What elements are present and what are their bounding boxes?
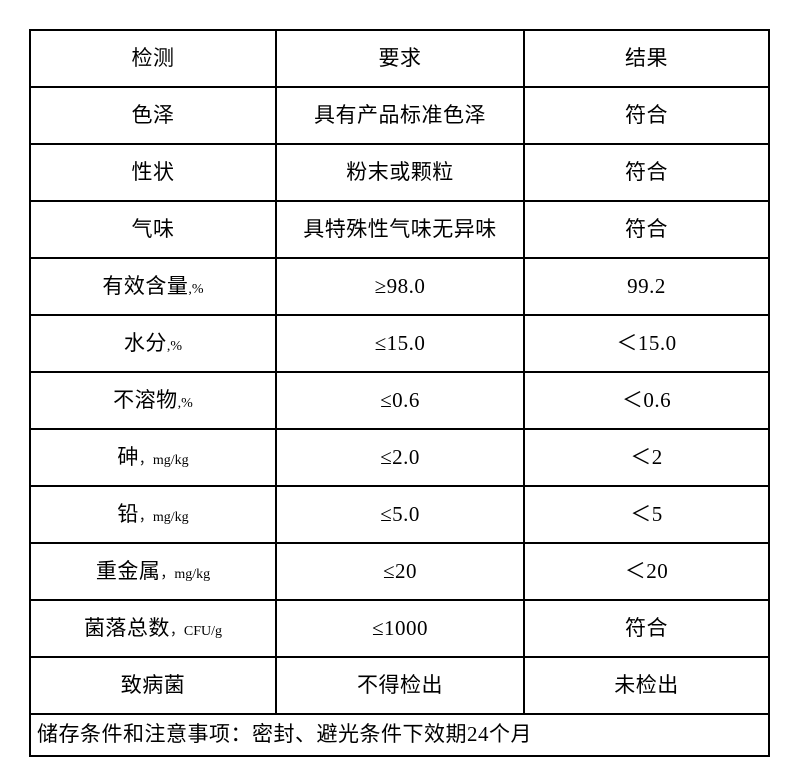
item-label: 致病菌: [120, 672, 186, 697]
cell-requirement: ≤1000: [275, 599, 525, 658]
item-unit: ，mg/kg: [160, 566, 211, 582]
cell-requirement: ≤15.0: [275, 314, 525, 373]
table-row: 不溶物,% ≤0.6 ＜0.6: [29, 371, 770, 430]
item-unit: ,%: [166, 338, 183, 354]
cell-item: 菌落总数，CFU/g: [29, 599, 277, 658]
table-row: 水分,% ≤15.0 ＜15.0: [29, 314, 770, 373]
cell-requirement: 粉末或颗粒: [275, 143, 525, 202]
item-label: 砷: [117, 444, 139, 469]
table-header-row: 检测 要求 结果: [29, 29, 770, 88]
table-row: 铅，mg/kg ≤5.0 ＜5: [29, 485, 770, 544]
item-label: 色泽: [131, 102, 175, 127]
cell-item: 水分,%: [29, 314, 277, 373]
cell-requirement: 不得检出: [275, 656, 525, 715]
cell-result: ＜2: [523, 428, 770, 487]
table-row: 色泽 具有产品标准色泽 符合: [29, 86, 770, 145]
cell-result: ＜5: [523, 485, 770, 544]
item-unit: ，mg/kg: [138, 509, 189, 525]
cell-item: 砷，mg/kg: [29, 428, 277, 487]
table-row: 菌落总数，CFU/g ≤1000 符合: [29, 599, 770, 658]
item-label: 重金属: [95, 558, 161, 583]
item-label: 性状: [131, 159, 175, 184]
item-label: 水分: [123, 330, 167, 355]
table-row: 砷，mg/kg ≤2.0 ＜2: [29, 428, 770, 487]
table-row: 重金属，mg/kg ≤20 ＜20: [29, 542, 770, 601]
spec-table-container: 检测 要求 结果 色泽 具有产品标准色泽 符合 性状 粉末或颗粒 符合 气味 具特殊性气味无异…: [29, 29, 770, 757]
item-label: 菌落总数: [83, 615, 170, 640]
cell-item: 性状: [29, 143, 277, 202]
item-unit: ，CFU/g: [169, 623, 223, 639]
cell-result: 符合: [523, 599, 770, 658]
cell-requirement: ≤2.0: [275, 428, 525, 487]
cell-requirement: 具特殊性气味无异味: [275, 200, 525, 259]
cell-result: 未检出: [523, 656, 770, 715]
item-label: 气味: [131, 216, 175, 241]
table-row: 气味 具特殊性气味无异味 符合: [29, 200, 770, 259]
cell-item: 铅，mg/kg: [29, 485, 277, 544]
cell-result: ＜0.6: [523, 371, 770, 430]
column-header-requirement: 要求: [275, 29, 525, 88]
cell-result: ＜20: [523, 542, 770, 601]
table-row: 有效含量,% ≥98.0 99.2: [29, 257, 770, 316]
cell-requirement: ≥98.0: [275, 257, 525, 316]
table-row: 性状 粉末或颗粒 符合: [29, 143, 770, 202]
table-body: 色泽 具有产品标准色泽 符合 性状 粉末或颗粒 符合 气味 具特殊性气味无异味 符合 有效含量,%…: [29, 86, 770, 715]
cell-result: ＜15.0: [523, 314, 770, 373]
cell-item: 气味: [29, 200, 277, 259]
item-unit: ，mg/kg: [138, 452, 189, 468]
cell-requirement: ≤0.6: [275, 371, 525, 430]
cell-result: 符合: [523, 143, 770, 202]
item-label: 铅: [117, 501, 139, 526]
cell-item: 重金属，mg/kg: [29, 542, 277, 601]
cell-item: 致病菌: [29, 656, 277, 715]
cell-requirement: ≤5.0: [275, 485, 525, 544]
cell-result: 符合: [523, 86, 770, 145]
specification-table: 检测 要求 结果 色泽 具有产品标准色泽 符合 性状 粉末或颗粒 符合 气味 具特殊性气味无异…: [29, 29, 770, 757]
cell-result: 99.2: [523, 257, 770, 316]
cell-item: 不溶物,%: [29, 371, 277, 430]
cell-item: 色泽: [29, 86, 277, 145]
cell-requirement: ≤20: [275, 542, 525, 601]
column-header-result: 结果: [523, 29, 770, 88]
table-header: 检测 要求 结果: [29, 29, 770, 88]
cell-item: 有效含量,%: [29, 257, 277, 316]
column-header-item: 检测: [29, 29, 277, 88]
table-row: 致病菌 不得检出 未检出: [29, 656, 770, 715]
cell-requirement: 具有产品标准色泽: [275, 86, 525, 145]
item-unit: ,%: [177, 395, 193, 411]
item-label: 不溶物: [113, 387, 178, 412]
item-unit: ,%: [188, 281, 204, 297]
item-label: 有效含量: [102, 273, 189, 298]
cell-result: 符合: [523, 200, 770, 259]
